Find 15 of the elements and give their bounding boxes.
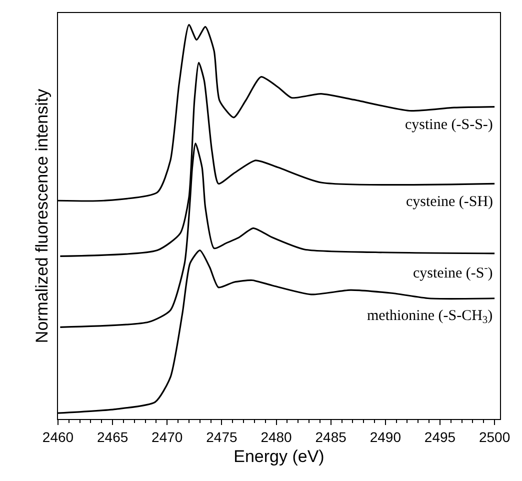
x-tick-label: 2485 — [315, 428, 347, 445]
x-tick-label: 2495 — [424, 428, 456, 445]
y-axis-title: Normalized fluorescence intensity — [32, 88, 52, 344]
x-tick-label: 2490 — [370, 428, 402, 445]
series-label: methionine (-S-CH$_{3}$) — [367, 308, 493, 326]
x-tick-label: 2460 — [42, 428, 74, 445]
x-tick-label: 2480 — [260, 428, 292, 445]
x-tick-label: 2465 — [96, 428, 128, 445]
x-axis-title: Energy (eV) — [234, 447, 324, 466]
x-tick-label: 2500 — [478, 428, 510, 445]
x-tick-label: 2470 — [152, 428, 183, 445]
series-label: cysteine (-SH) — [406, 194, 494, 210]
series-label: cysteine (-S$^{-}$) — [413, 263, 493, 282]
series-label: cystine (-S-S-) — [405, 117, 493, 133]
x-tick-label: 2475 — [206, 428, 238, 445]
